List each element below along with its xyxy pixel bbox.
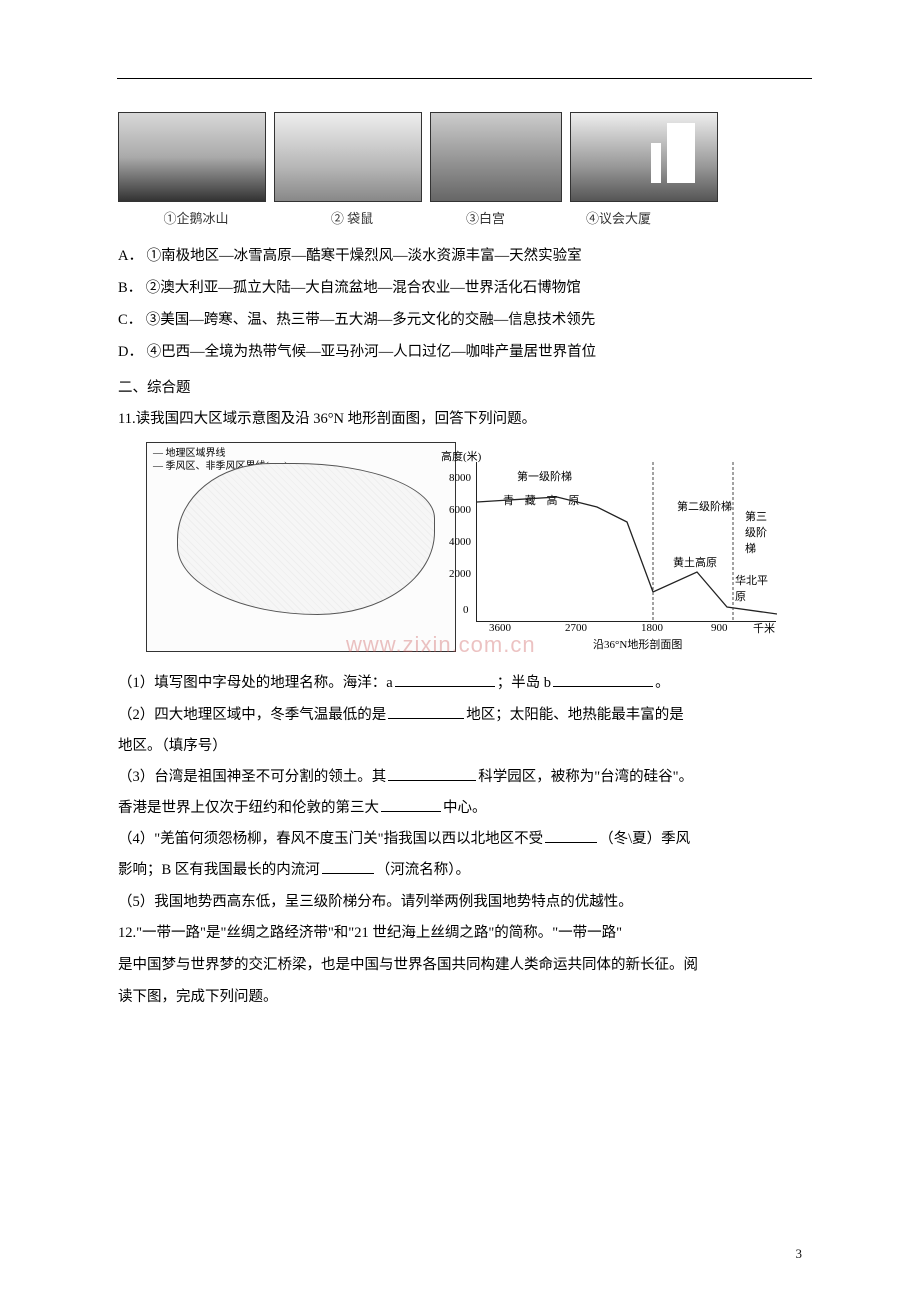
section-2-heading: 二、综合题	[118, 373, 810, 405]
q11-figure: — 地理区域界线 — 季风区、非季风区界线(mm) B C D a b 北京 3…	[146, 442, 786, 662]
ytick-6000: 6000	[449, 504, 471, 516]
q12-line1: 12."一带一路"是"丝绸之路经济带"和"21 世纪海上丝绸之路"的简称。"一带…	[118, 918, 810, 950]
xtick-2700: 2700	[565, 622, 587, 634]
option-d-text: ④巴西—全境为热带气候—亚马孙河—人口过亿—咖啡产量居世界首位	[147, 344, 597, 360]
header-divider	[117, 78, 812, 79]
option-b-text: ②澳大利亚—孤立大陆—大自流盆地—混合农业—世界活化石博物馆	[146, 280, 581, 296]
page-number: 3	[796, 1246, 803, 1262]
legend-line-2: — 季风区、非季风区界线(mm)	[153, 460, 288, 473]
blank-center	[381, 798, 441, 813]
blank-park	[388, 766, 476, 781]
image-kangaroo	[274, 112, 422, 202]
map-label-b: B	[267, 495, 275, 510]
q12-line2: 是中国梦与世界梦的交汇桥梁，也是中国与世界各国共同构建人类命运共同体的新长征。阅	[118, 950, 810, 982]
caption-4: ④议会大厦	[570, 208, 726, 227]
ytick-2000: 2000	[449, 568, 471, 580]
option-a: A． ①南极地区—冰雪高原—酷寒干燥烈风—淡水资源丰富—天然实验室	[118, 241, 810, 273]
image-white-house	[430, 112, 562, 202]
blank-a	[395, 673, 495, 688]
option-c: C． ③美国—跨寒、温、热三带—五大湖—多元文化的交融—信息技术领先	[118, 305, 810, 337]
map-label-d: D	[322, 601, 331, 616]
q11-sub1: （1）填写图中字母处的地理名称。海洋：a；半岛 b。	[118, 668, 810, 699]
q11-sub3-line1: （3）台湾是祖国神圣不可分割的领土。其科学园区，被称为"台湾的硅谷"。	[118, 762, 810, 793]
caption-3: ③白宫	[430, 208, 570, 227]
xtick-1800: 1800	[641, 622, 663, 634]
q12-line3: 读下图，完成下列问题。	[118, 982, 810, 1014]
ytick-4000: 4000	[449, 536, 471, 548]
q11-sub5: （5）我国地势西高东低，呈三级阶梯分布。请列举两例我国地势特点的优越性。	[118, 887, 810, 918]
ytick-8000: 8000	[449, 472, 471, 484]
option-a-text: ①南极地区—冰雪高原—酷寒干燥烈风—淡水资源丰富—天然实验室	[147, 248, 582, 264]
china-map: — 地理区域界线 — 季风区、非季风区界线(mm) B C D a b 北京 3…	[146, 442, 456, 652]
q11-subquestions: （1）填写图中字母处的地理名称。海洋：a；半岛 b。 （2）四大地理区域中，冬季…	[118, 668, 810, 917]
q11-sub4-line1: （4）"羌笛何须怨杨柳，春风不度玉门关"指我国以西以北地区不受（冬\夏）季风	[118, 824, 810, 855]
blank-river	[322, 860, 374, 875]
map-label-a: a	[402, 521, 407, 536]
image-penguin-iceberg	[118, 112, 266, 202]
terrain-profile: 高度(米) 8000 6000 4000 2000 0 3600 2700 18…	[476, 462, 776, 622]
profile-ylabel: 高度(米)	[441, 448, 481, 464]
q11-sub3-line2: 香港是世界上仅次于纽约和伦敦的第三大中心。	[118, 793, 810, 824]
map-label-c: C	[237, 563, 245, 578]
image-row	[118, 112, 810, 202]
option-b: B． ②澳大利亚—孤立大陆—大自流盆地—混合农业—世界活化石博物馆	[118, 273, 810, 305]
option-c-text: ③美国—跨寒、温、热三带—五大湖—多元文化的交融—信息技术领先	[146, 312, 596, 328]
caption-2: ② 袋鼠	[274, 208, 430, 227]
option-d: D． ④巴西—全境为热带气候—亚马孙河—人口过亿—咖啡产量居世界首位	[118, 337, 810, 369]
xtick-900: 900	[711, 622, 728, 634]
image-parliament	[570, 112, 718, 202]
caption-row: ①企鹅冰山 ② 袋鼠 ③白宫 ④议会大厦	[118, 208, 810, 227]
blank-cold	[388, 704, 464, 719]
profile-title: 沿36°N地形剖面图	[593, 636, 682, 652]
legend-line-1: — 地理区域界线	[153, 447, 288, 460]
q11-sub2-line1: （2）四大地理区域中，冬季气温最低的是地区；太阳能、地热能最丰富的是	[118, 700, 810, 731]
caption-1: ①企鹅冰山	[118, 208, 274, 227]
q11-sub2-line2: 地区。（填序号）	[118, 731, 810, 762]
map-label-beijing: 北京	[355, 523, 379, 540]
blank-monsoon	[545, 829, 597, 844]
blank-b	[553, 673, 653, 688]
x-unit: 千米	[753, 620, 775, 636]
ytick-0: 0	[463, 604, 469, 616]
q11-stem: 11.读我国四大区域示意图及沿 36°N 地形剖面图，回答下列问题。	[118, 404, 810, 436]
map-label-b-pen: b	[382, 543, 388, 558]
map-legend: — 地理区域界线 — 季风区、非季风区界线(mm)	[153, 447, 288, 473]
xtick-3600: 3600	[489, 622, 511, 634]
map-label-36n: 36°N	[385, 561, 410, 576]
q11-sub4-line2: 影响；B 区有我国最长的内流河（河流名称）。	[118, 855, 810, 886]
profile-svg	[477, 462, 777, 622]
